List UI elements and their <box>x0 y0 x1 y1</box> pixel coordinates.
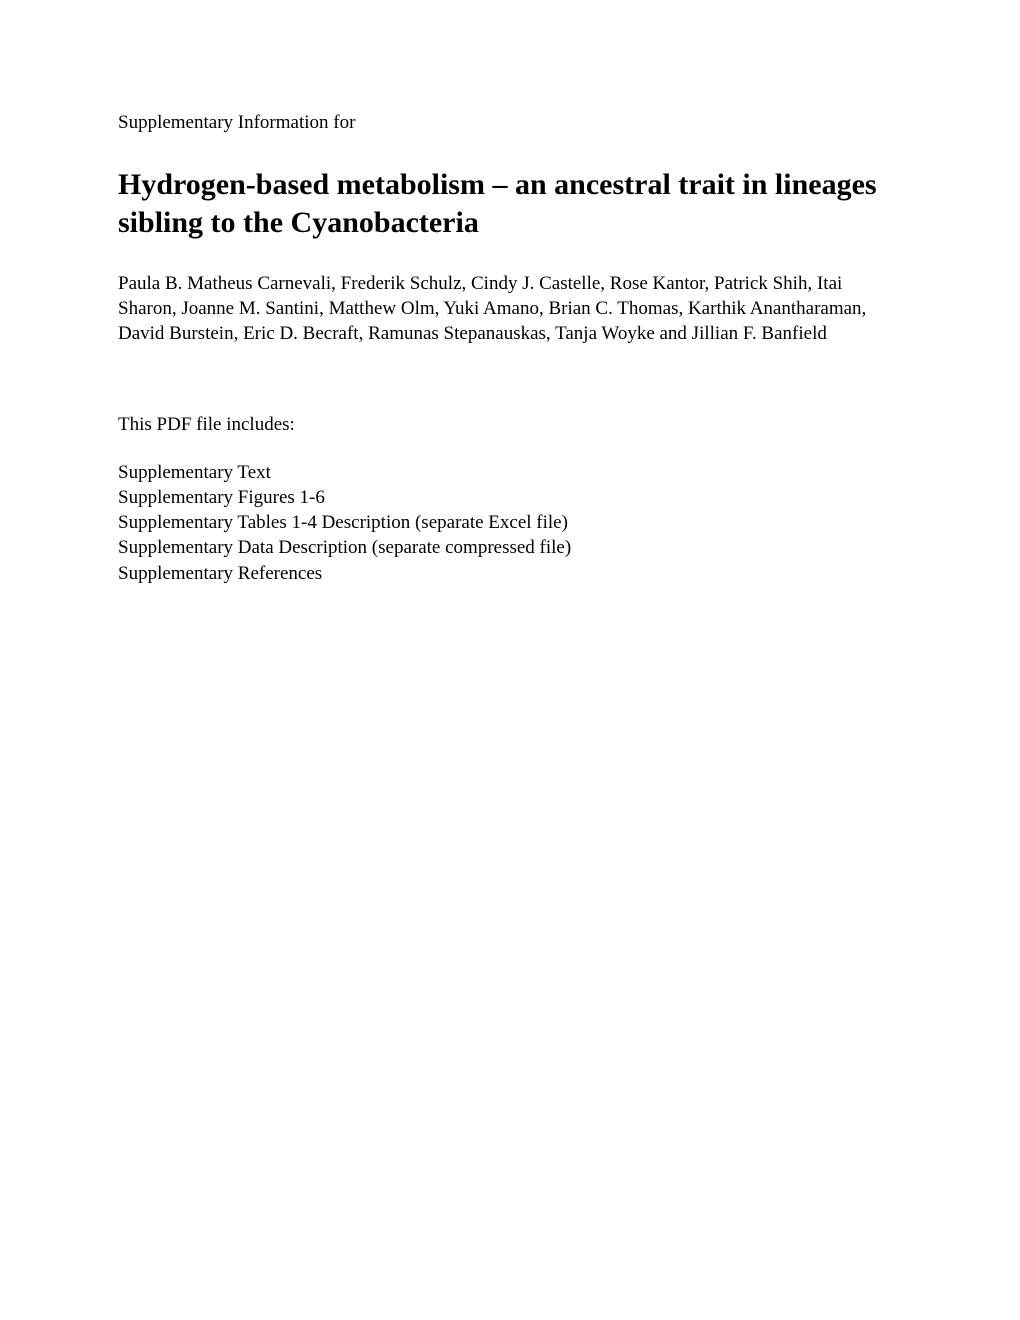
paper-title: Hydrogen-based metabolism – an ancestral… <box>118 166 902 241</box>
list-item: Supplementary Text <box>118 460 902 485</box>
includes-list: Supplementary Text Supplementary Figures… <box>118 460 902 585</box>
supplementary-pretitle: Supplementary Information for <box>118 112 902 134</box>
author-list: Paula B. Matheus Carnevali, Frederik Sch… <box>118 271 902 346</box>
list-item: Supplementary Data Description (separate… <box>118 535 902 560</box>
list-item: Supplementary Tables 1-4 Description (se… <box>118 510 902 535</box>
includes-label: This PDF file includes: <box>118 414 902 436</box>
list-item: Supplementary References <box>118 561 902 586</box>
list-item: Supplementary Figures 1-6 <box>118 485 902 510</box>
